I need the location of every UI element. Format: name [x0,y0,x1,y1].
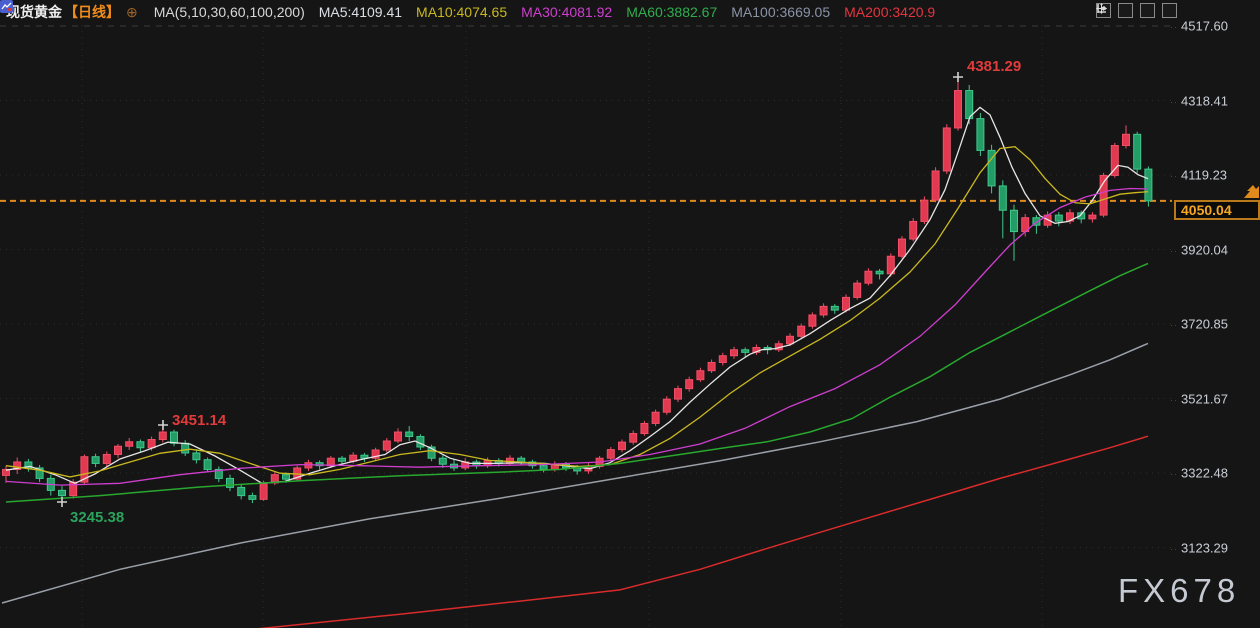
ma-line-ma100 [1,342,1149,604]
chart-toolbar [1096,3,1177,18]
high-annotation: 4381.29 [967,58,1022,75]
ma-legend-value: MA5:4109.41 [318,4,403,20]
axis-left-tool-button[interactable] [1097,3,1133,18]
axis-tick-label: 3720.85 [1181,316,1228,332]
last-price-tag: 4050.04 [1174,200,1260,220]
add-indicator-icon[interactable]: ⊕ [126,3,138,20]
ma-line-ma5 [5,106,1149,485]
axis-tick-mark: ·· [1170,394,1178,405]
ma-legend-value: MA200:3420.9 [844,4,936,20]
ma-line-ma200 [258,435,1149,628]
ma-group-label: MA(5,10,30,60,100,200) [153,4,305,20]
axis-tick-mark: ·· [1170,171,1178,181]
ma-line-ma30 [5,187,1149,486]
ma-legend-value: MA60:3882.67 [626,4,718,20]
axis-tick-label: 3521.67 [1181,391,1228,406]
ma-legend-value: MA100:3669.05 [731,4,831,20]
axis-tick-mark: ·· [1170,22,1178,32]
price-cross-marker [953,72,963,82]
swing-high-annotation: 3451.14 [172,412,227,429]
axis-play-tool-button[interactable] [1097,3,1155,18]
period-label: 【日线】 [64,4,120,20]
ma-legend-value: MA10:4074.65 [416,4,508,20]
axis-tick-label: 3920.04 [1181,242,1228,257]
price-cross-marker [57,497,67,507]
swing-low-annotation: 3245.38 [70,509,125,526]
axis-tick-label: 4318.41 [1181,93,1228,108]
axis-tick-mark: ·· [1170,469,1178,479]
axis-tick-label: 3322.48 [1181,465,1228,481]
axis-tick-mark: ·· [1170,245,1178,256]
axis-tick-label: 4517.60 [1181,18,1228,34]
ma-line-ma60 [5,262,1149,503]
chart-header: 现货黄金 【日线】 ⊕ MA(5,10,30,60,100,200) MA5:4… [0,0,1260,24]
axis-tick-mark: ·· [1170,543,1178,554]
axis-tick-label: 4119.23 [1181,167,1228,183]
ma-line-ma10 [5,146,1149,478]
exit-pane-tool-button[interactable] [1097,3,1177,18]
ma-legend: MA5:4109.41 MA10:4074.65 MA30:4081.92 MA60:… [305,4,935,20]
ma-legend-value: MA30:4081.92 [521,4,613,20]
price-cross-marker [158,420,168,430]
axis-tick-mark: ·· [1170,96,1178,107]
axis-tick-label: 3123.29 [1181,540,1228,555]
axis-tick-mark: ·· [1170,320,1178,330]
price-arrow-icon [1244,185,1259,198]
symbol-title: 现货黄金 [6,4,62,20]
watermark: FX678 [1118,572,1241,609]
